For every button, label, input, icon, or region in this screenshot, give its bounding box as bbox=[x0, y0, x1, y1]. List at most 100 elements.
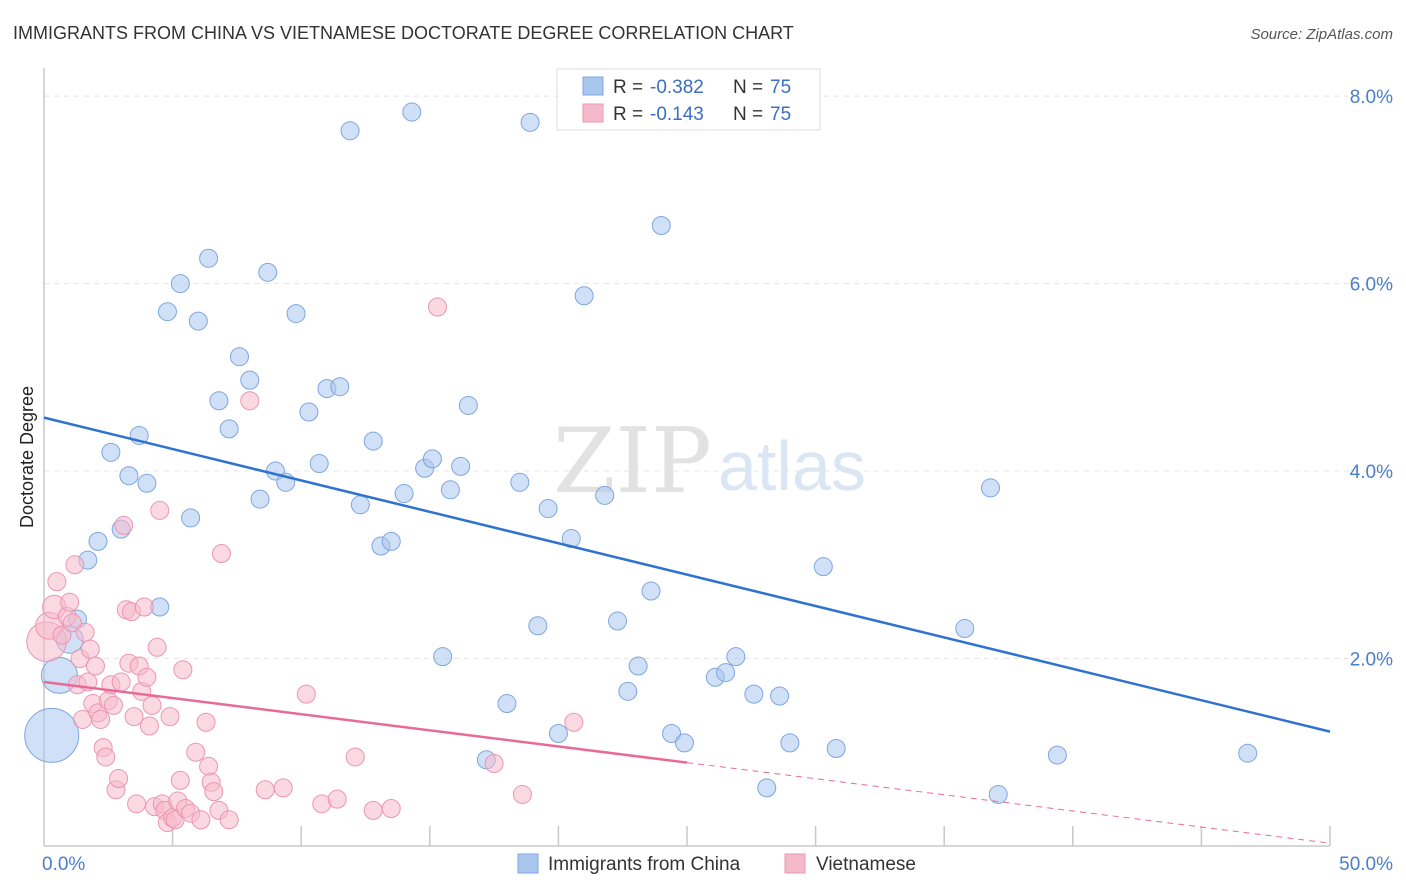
point-china-74 bbox=[1238, 743, 1258, 763]
point-china-16 bbox=[199, 248, 219, 268]
point-china-59 bbox=[674, 733, 694, 753]
point-china-58 bbox=[662, 724, 682, 744]
point-vietnamese-65 bbox=[296, 684, 316, 704]
point-vietnamese-69 bbox=[363, 800, 383, 820]
point-vietnamese-71 bbox=[428, 297, 448, 317]
point-china-12 bbox=[157, 302, 177, 322]
point-china-29 bbox=[330, 377, 350, 397]
point-vietnamese-6 bbox=[60, 592, 80, 612]
point-vietnamese-73 bbox=[512, 784, 532, 804]
point-china-31 bbox=[350, 495, 370, 515]
point-china-21 bbox=[250, 489, 270, 509]
stats-legend-r-label-vietnamese: R = bbox=[613, 104, 643, 125]
point-china-68 bbox=[813, 557, 833, 577]
point-vietnamese-58 bbox=[204, 782, 224, 802]
point-china-57 bbox=[651, 215, 671, 235]
point-china-53 bbox=[608, 611, 628, 631]
x-tick-label-max: 50.0% bbox=[1339, 854, 1393, 875]
point-china-34 bbox=[381, 531, 401, 551]
point-china-72 bbox=[988, 784, 1008, 804]
point-china-52 bbox=[595, 485, 615, 505]
stats-legend-swatch-china bbox=[582, 76, 604, 96]
point-vietnamese-18 bbox=[91, 709, 111, 729]
point-vietnamese-23 bbox=[103, 695, 123, 715]
point-china-62 bbox=[726, 647, 746, 667]
point-china-27 bbox=[309, 454, 329, 474]
chart-title: IMMIGRANTS FROM CHINA VS VIETNAMESE DOCT… bbox=[13, 23, 794, 43]
point-china-46 bbox=[520, 112, 540, 132]
point-china-22 bbox=[258, 262, 278, 282]
stats-legend-swatch-vietnamese bbox=[582, 103, 604, 123]
series-legend-label-china: Immigrants from China bbox=[548, 854, 741, 875]
point-china-6 bbox=[101, 442, 121, 462]
chart-source: Source: ZipAtlas.com bbox=[1250, 26, 1393, 43]
point-china-38 bbox=[422, 449, 442, 469]
y-tick-label-0: 2.0% bbox=[1350, 650, 1393, 671]
point-vietnamese-68 bbox=[345, 747, 365, 767]
y-tick-label-3: 8.0% bbox=[1350, 87, 1393, 108]
point-vietnamese-41 bbox=[150, 500, 170, 520]
y-axis-tick-labels: 2.0% 4.0% 6.0% 8.0% bbox=[1350, 87, 1393, 670]
point-china-30 bbox=[340, 121, 360, 141]
point-vietnamese-62 bbox=[240, 391, 260, 411]
watermark-zip: ZIP bbox=[553, 409, 712, 514]
point-china-70 bbox=[955, 619, 975, 639]
y-tick-label-1: 4.0% bbox=[1350, 462, 1393, 483]
series-legend-swatch-vietnamese bbox=[784, 853, 806, 874]
point-vietnamese-16 bbox=[85, 656, 105, 676]
point-china-32 bbox=[363, 431, 383, 451]
point-vietnamese-32 bbox=[127, 794, 147, 814]
point-china-69 bbox=[826, 739, 846, 759]
point-china-61 bbox=[716, 663, 736, 683]
point-china-42 bbox=[458, 395, 478, 415]
point-china-55 bbox=[628, 656, 648, 676]
point-china-49 bbox=[548, 724, 568, 744]
point-china-36 bbox=[402, 102, 422, 122]
point-vietnamese-40 bbox=[147, 637, 167, 657]
stats-legend-n-label-china: N = bbox=[733, 77, 763, 98]
point-vietnamese-35 bbox=[134, 597, 154, 617]
point-vietnamese-45 bbox=[160, 707, 180, 727]
point-china-39 bbox=[433, 647, 453, 667]
watermark-atlas: atlas bbox=[718, 427, 866, 505]
point-china-40 bbox=[440, 480, 460, 500]
y-tick-label-2: 6.0% bbox=[1350, 275, 1393, 296]
point-china-10 bbox=[137, 473, 157, 493]
point-china-17 bbox=[209, 391, 229, 411]
point-china-54 bbox=[618, 681, 638, 701]
point-vietnamese-56 bbox=[199, 756, 219, 776]
stats-legend-n-value-china: 75 bbox=[770, 77, 791, 98]
point-vietnamese-25 bbox=[109, 769, 129, 789]
point-china-45 bbox=[510, 472, 530, 492]
stats-legend: R = -0.382 N = 75 R = -0.143 N = 75 bbox=[556, 68, 821, 131]
point-vietnamese-67 bbox=[327, 789, 347, 809]
point-china-64 bbox=[757, 778, 777, 798]
point-china-41 bbox=[451, 456, 471, 476]
point-vietnamese-37 bbox=[139, 716, 159, 736]
point-vietnamese-31 bbox=[124, 707, 144, 727]
point-china-35 bbox=[394, 484, 414, 504]
point-china-20 bbox=[240, 370, 260, 390]
x-axis-ticks bbox=[171, 826, 1331, 846]
point-vietnamese-50 bbox=[173, 660, 193, 680]
point-vietnamese-70 bbox=[381, 799, 401, 819]
point-china-0 bbox=[24, 707, 80, 763]
trend-line-extension-vietnamese bbox=[686, 762, 1331, 844]
point-vietnamese-26 bbox=[111, 672, 131, 692]
point-vietnamese-49 bbox=[170, 770, 190, 790]
point-china-19 bbox=[229, 347, 249, 367]
point-vietnamese-63 bbox=[255, 780, 275, 800]
point-vietnamese-54 bbox=[191, 810, 211, 830]
point-vietnamese-12 bbox=[75, 622, 95, 642]
point-vietnamese-72 bbox=[484, 754, 504, 774]
point-vietnamese-60 bbox=[211, 544, 231, 564]
point-vietnamese-14 bbox=[80, 639, 100, 659]
trend-line-vietnamese bbox=[43, 680, 688, 764]
point-vietnamese-38 bbox=[142, 695, 162, 715]
point-vietnamese-55 bbox=[196, 712, 216, 732]
point-china-63 bbox=[744, 684, 764, 704]
point-vietnamese-36 bbox=[137, 667, 157, 687]
point-china-66 bbox=[780, 733, 800, 753]
point-vietnamese-7 bbox=[62, 613, 82, 633]
y-axis-label: Doctorate Degree bbox=[17, 386, 37, 528]
